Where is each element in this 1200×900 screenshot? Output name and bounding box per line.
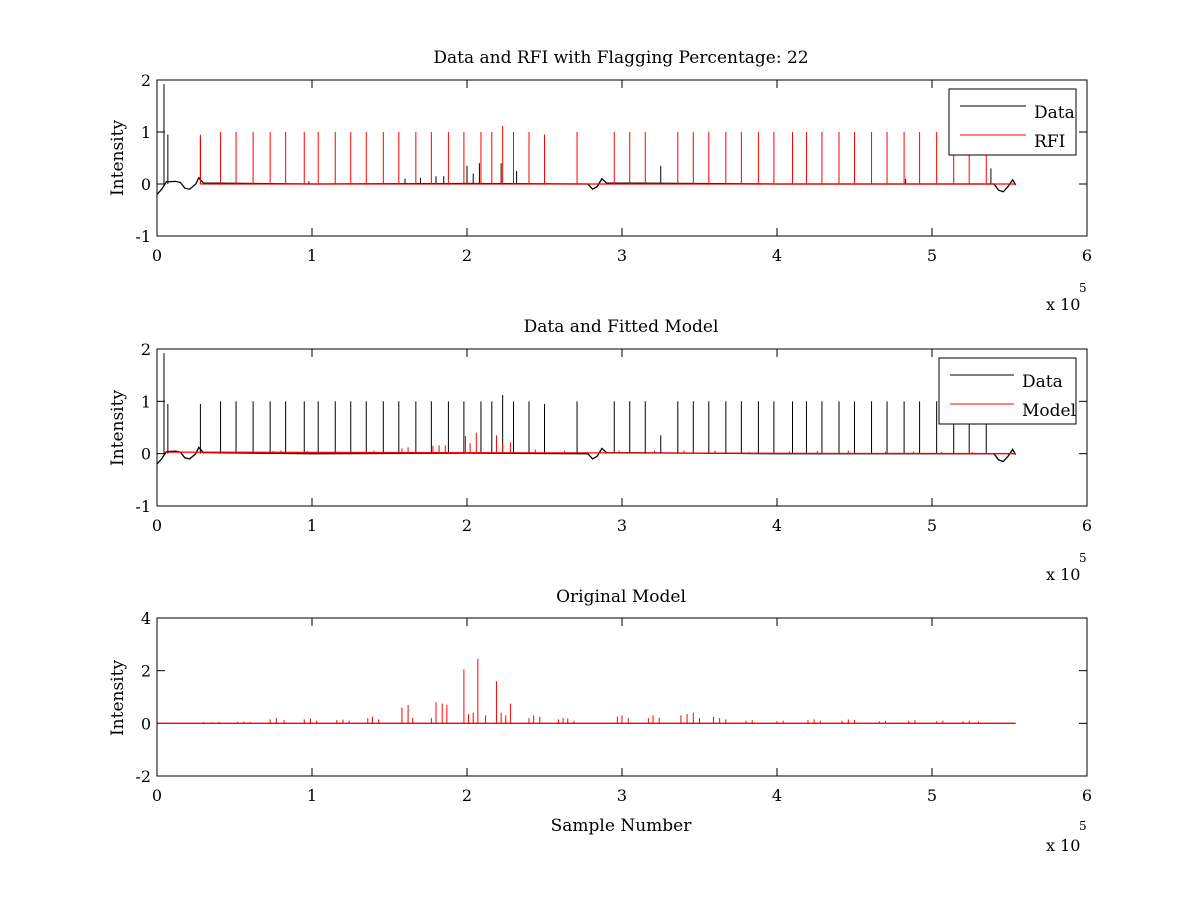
- y-axis-label: Intensity: [108, 390, 128, 466]
- subplot-title: Original Model: [556, 587, 686, 607]
- x-tick-label: 5: [927, 786, 937, 805]
- x-tick-label: 6: [1082, 516, 1092, 535]
- axes-frame: [156, 79, 1088, 237]
- series-model-line: [164, 451, 1016, 455]
- x-tick-label: 5: [927, 246, 937, 265]
- x-tick-label: 4: [772, 246, 782, 265]
- subplot-title: Data and RFI with Flagging Percentage: 2…: [433, 48, 808, 68]
- x-multiplier-exponent: 5: [1079, 551, 1087, 565]
- x-tick-label: 3: [617, 246, 627, 265]
- x-multiplier-label: x 10: [1046, 836, 1080, 855]
- series-layer: [157, 658, 1016, 724]
- x-tick-label: 3: [617, 516, 627, 535]
- x-multiplier-exponent: 5: [1079, 819, 1087, 833]
- series-original-model: [157, 658, 1016, 724]
- legend: Data RFI: [948, 88, 1077, 156]
- legend-label-data: Data: [1034, 103, 1075, 123]
- y-tick-label: -1: [135, 497, 151, 516]
- y-tick-label: 2: [141, 71, 151, 90]
- y-tick-label: 0: [141, 714, 151, 733]
- series-layer: [156, 353, 1017, 465]
- x-multiplier-exponent: 5: [1079, 281, 1087, 295]
- x-tick-label: 2: [462, 246, 472, 265]
- x-tick-label: 2: [462, 786, 472, 805]
- axes-frame: [156, 617, 1088, 777]
- x-axis-label: Sample Number: [551, 816, 693, 836]
- subplot-data-and-rfi: Data and RFI with Flagging Percentage: 2…: [108, 48, 1092, 314]
- y-tick-label: -1: [135, 227, 151, 246]
- legend-box: [948, 88, 1077, 156]
- y-tick-label: 0: [141, 445, 151, 464]
- legend-label-data: Data: [1022, 372, 1063, 392]
- x-tick-label: 6: [1082, 786, 1092, 805]
- y-tick-label: 0: [141, 175, 151, 194]
- legend-box: [938, 357, 1077, 425]
- x-tick-label: 5: [927, 516, 937, 535]
- legend: Data Model: [938, 357, 1077, 425]
- x-tick-label: 1: [307, 516, 317, 535]
- y-tick-label: 1: [141, 123, 151, 142]
- x-tick-label: 1: [307, 786, 317, 805]
- legend-label-rfi: RFI: [1034, 132, 1065, 152]
- x-tick-label: 0: [152, 786, 162, 805]
- axes-frame: [156, 348, 1088, 507]
- x-multiplier-label: x 10: [1046, 295, 1080, 314]
- x-tick-label: 0: [152, 516, 162, 535]
- y-tick-label: 2: [141, 662, 151, 681]
- y-tick-label: -2: [135, 767, 151, 786]
- subplot-data-and-fitted-model: Data and Fitted Model Intensity 0 1 2 3 4 5 6 2…: [108, 317, 1092, 584]
- legend-label-model: Model: [1022, 401, 1076, 421]
- series-rfi: [199, 125, 1016, 185]
- y-tick-label: 2: [141, 340, 151, 359]
- x-tick-label: 2: [462, 516, 472, 535]
- x-tick-label: 0: [152, 246, 162, 265]
- x-tick-label: 1: [307, 246, 317, 265]
- x-tick-label: 6: [1082, 246, 1092, 265]
- y-tick-label: 1: [141, 392, 151, 411]
- x-tick-label: 4: [772, 786, 782, 805]
- y-axis-label: Intensity: [108, 120, 128, 196]
- series-layer: [156, 84, 1017, 195]
- y-axis-label: Intensity: [108, 660, 128, 736]
- series-model: [164, 432, 1016, 455]
- x-multiplier-label: x 10: [1046, 565, 1080, 584]
- y-tick-label: 4: [141, 609, 151, 628]
- x-tick-label: 3: [617, 786, 627, 805]
- x-tick-label: 4: [772, 516, 782, 535]
- subplot-title: Data and Fitted Model: [524, 317, 719, 337]
